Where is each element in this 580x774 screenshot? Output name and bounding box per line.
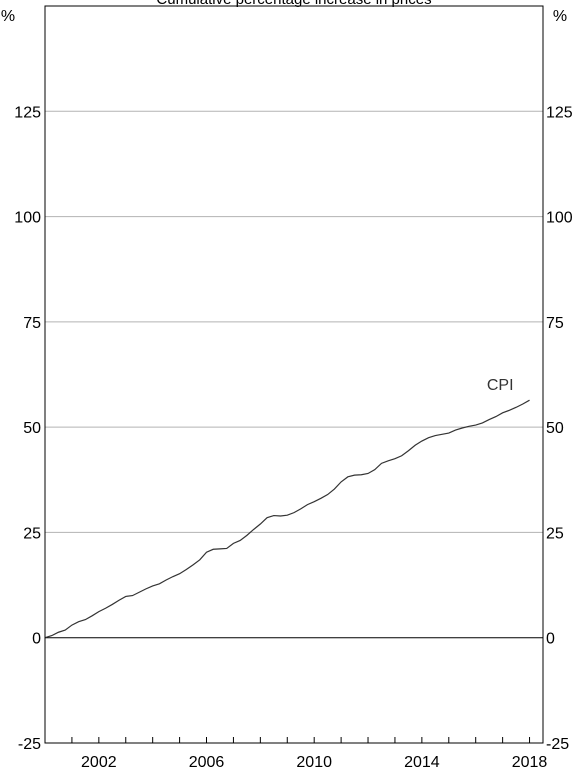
y-tick-label-left: 50	[23, 420, 41, 437]
series-label-cpi: CPI	[487, 377, 514, 394]
y-tick-label-left: 0	[32, 631, 41, 648]
y-unit-right: %	[553, 8, 567, 25]
y-tick-label-left: -25	[18, 736, 41, 753]
y-tick-label-right: 0	[546, 631, 555, 648]
y-tick-label-left: 25	[23, 525, 41, 542]
y-tick-label-right: 25	[546, 525, 564, 542]
series-layer: CPI	[44, 377, 530, 639]
y-tick-label-right: 100	[546, 210, 573, 227]
y-unit-left: %	[1, 8, 15, 25]
x-ticks: 2002 2006 2010 2014 2018	[44, 737, 548, 771]
y-tick-label-right: 75	[546, 315, 564, 332]
x-tick-label: 2006	[189, 754, 225, 771]
x-tick-label: 2014	[404, 754, 440, 771]
x-tick-label: 2002	[81, 754, 117, 771]
gridlines	[45, 110, 543, 744]
plot-frame	[44, 5, 544, 744]
y-tick-label-left: 125	[14, 104, 41, 121]
series-line-cpi	[44, 399, 530, 639]
y-ticks-left: -25 0 25 50 75 100 125	[14, 104, 41, 753]
y-ticks-right: -25 0 25 50 75 100 125	[546, 104, 573, 753]
y-tick-label-right: -25	[546, 736, 569, 753]
y-tick-label-right: 125	[546, 104, 573, 121]
y-tick-label-left: 75	[23, 315, 41, 332]
x-tick-label: 2018	[512, 754, 548, 771]
y-tick-label-left: 100	[14, 210, 41, 227]
y-tick-label-right: 50	[546, 420, 564, 437]
x-tick-label: 2010	[296, 754, 332, 771]
chart-title: Cumulative percentage increase in prices	[156, 0, 431, 8]
